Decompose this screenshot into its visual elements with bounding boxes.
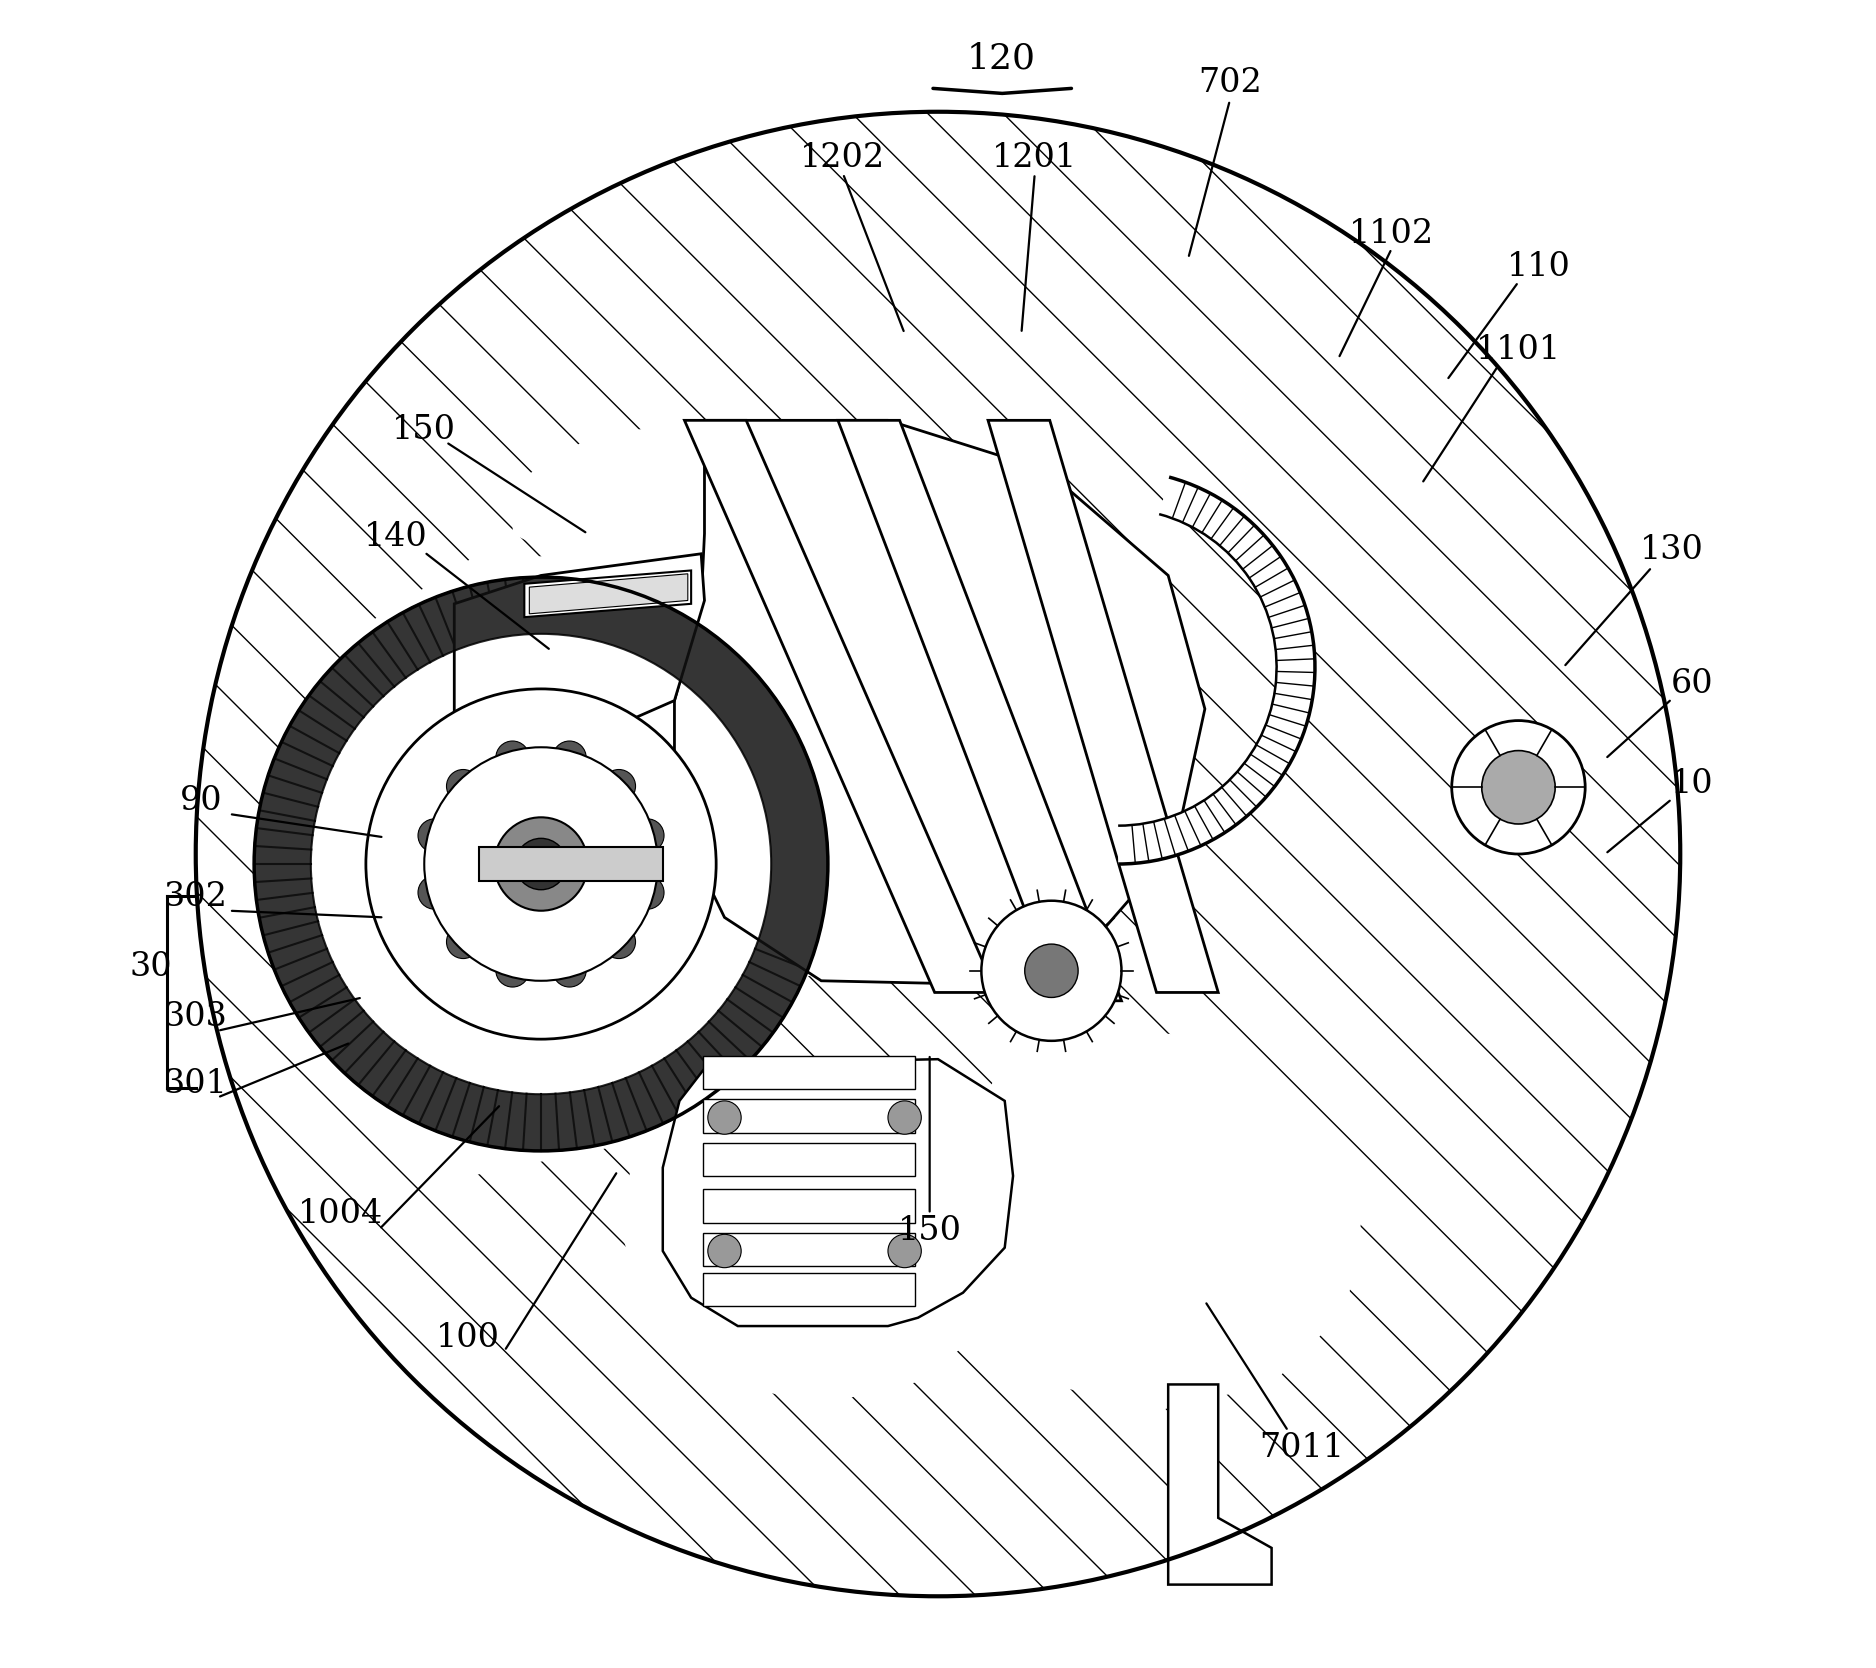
Polygon shape [454, 554, 705, 759]
Text: 60: 60 [1672, 667, 1713, 701]
Circle shape [366, 689, 717, 1039]
Wedge shape [253, 577, 827, 1151]
Circle shape [253, 577, 827, 1151]
Text: 90: 90 [180, 784, 221, 817]
Text: 1101: 1101 [1476, 334, 1561, 367]
FancyBboxPatch shape [704, 1273, 915, 1306]
Circle shape [495, 954, 529, 987]
Text: 301: 301 [163, 1068, 227, 1101]
Circle shape [707, 1234, 741, 1268]
Circle shape [424, 747, 658, 981]
Bar [478, 847, 662, 881]
Polygon shape [989, 420, 1218, 992]
Circle shape [495, 741, 529, 774]
Text: 1004: 1004 [298, 1198, 383, 1231]
Text: 1201: 1201 [992, 142, 1077, 175]
Text: 140: 140 [364, 520, 428, 554]
FancyBboxPatch shape [704, 1099, 915, 1133]
Text: 702: 702 [1199, 67, 1263, 100]
Text: 120: 120 [966, 42, 1036, 75]
Polygon shape [685, 420, 996, 992]
Text: 303: 303 [163, 1001, 227, 1034]
Circle shape [1024, 944, 1079, 997]
Text: 150: 150 [897, 1214, 962, 1248]
Circle shape [602, 926, 636, 959]
Polygon shape [351, 1017, 696, 1176]
Text: 302: 302 [163, 881, 227, 914]
Polygon shape [662, 1059, 1013, 1326]
Circle shape [446, 769, 480, 802]
Circle shape [887, 1234, 921, 1268]
Polygon shape [962, 1017, 1364, 1409]
Circle shape [1482, 751, 1555, 824]
Circle shape [887, 1101, 921, 1134]
Text: 1202: 1202 [801, 142, 885, 175]
Circle shape [553, 954, 585, 987]
Circle shape [418, 819, 452, 852]
Polygon shape [351, 550, 720, 801]
FancyBboxPatch shape [704, 1056, 915, 1089]
Text: 30: 30 [129, 951, 173, 984]
Circle shape [981, 901, 1122, 1041]
Text: 7011: 7011 [1259, 1431, 1343, 1465]
Polygon shape [512, 417, 863, 575]
Text: 10: 10 [1672, 767, 1713, 801]
Circle shape [1452, 721, 1585, 854]
Circle shape [493, 817, 587, 911]
Circle shape [195, 112, 1681, 1596]
Circle shape [553, 741, 585, 774]
Text: 100: 100 [435, 1321, 499, 1354]
Text: 130: 130 [1640, 534, 1703, 567]
FancyBboxPatch shape [704, 1143, 915, 1176]
Polygon shape [621, 1093, 1013, 1404]
Circle shape [630, 819, 664, 852]
Circle shape [446, 926, 480, 959]
Polygon shape [1169, 1384, 1272, 1585]
FancyBboxPatch shape [704, 1189, 915, 1223]
FancyBboxPatch shape [704, 1233, 915, 1266]
Polygon shape [1118, 477, 1315, 864]
Circle shape [418, 876, 452, 909]
Polygon shape [675, 420, 1204, 984]
Circle shape [602, 769, 636, 802]
Circle shape [516, 839, 567, 889]
Polygon shape [523, 570, 690, 617]
Polygon shape [529, 574, 688, 614]
Text: 150: 150 [392, 414, 456, 447]
Text: 110: 110 [1506, 250, 1570, 284]
Text: 1102: 1102 [1349, 217, 1435, 250]
Polygon shape [672, 467, 1204, 984]
Circle shape [630, 876, 664, 909]
Polygon shape [839, 420, 1122, 1001]
Circle shape [707, 1101, 741, 1134]
